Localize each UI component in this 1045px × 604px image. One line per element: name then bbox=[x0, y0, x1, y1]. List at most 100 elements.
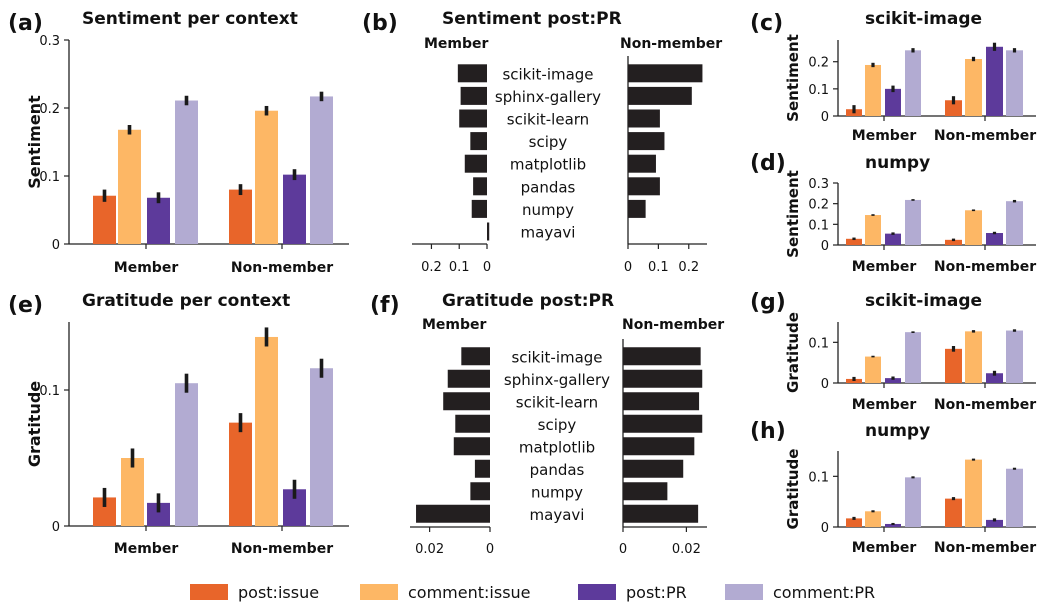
bar-member-f bbox=[470, 482, 490, 501]
category-label-b: sphinx-gallery bbox=[495, 88, 601, 106]
bar-member-b bbox=[459, 109, 487, 128]
x-tick-label-member-f: 0 bbox=[486, 542, 494, 557]
bar-c bbox=[986, 46, 1003, 116]
panel-title-g: scikit-image bbox=[865, 291, 982, 311]
bar-h bbox=[965, 459, 982, 527]
legend-item: post:PR bbox=[578, 580, 687, 604]
x-tick-label-nonmember-b: 0 bbox=[624, 260, 632, 275]
y-axis-label-a: Sentiment bbox=[25, 95, 44, 189]
bar-c bbox=[865, 64, 881, 116]
legend-swatch bbox=[190, 584, 228, 600]
bar-d bbox=[846, 238, 862, 245]
legend-label: post:PR bbox=[626, 582, 687, 602]
x-tick-label-member-b: 0.2 bbox=[421, 260, 442, 275]
y-tick-label-d: 0.2 bbox=[808, 198, 829, 213]
bar-nonmember-b bbox=[628, 177, 660, 196]
legend-item: comment:issue bbox=[360, 580, 531, 604]
legend-swatch bbox=[360, 584, 398, 600]
bar-d bbox=[965, 210, 982, 245]
bar-g bbox=[986, 373, 1003, 383]
bar-nonmember-b bbox=[628, 64, 703, 83]
bar-g bbox=[945, 348, 962, 383]
bar-member-f bbox=[461, 347, 490, 366]
bar-a bbox=[283, 174, 306, 244]
x-tick-label-nonmember-f: 0.02 bbox=[672, 542, 701, 557]
panel-label-a: (a) bbox=[8, 11, 43, 36]
bar-c bbox=[885, 88, 901, 116]
bar-h bbox=[846, 518, 862, 527]
bar-h bbox=[905, 477, 921, 527]
nonmember-label-f: Non-member bbox=[622, 317, 724, 333]
y-axis-label-g: Gratitude bbox=[784, 312, 802, 393]
x-tick-label-g: Member bbox=[852, 397, 917, 413]
x-tick-label-nonmember-f: 0 bbox=[619, 542, 627, 557]
category-label-b: mayavi bbox=[521, 224, 576, 242]
panel-title-f: Gratitude post:PR bbox=[442, 291, 614, 311]
bar-h bbox=[885, 523, 901, 527]
y-axis-label-e: Gratitude bbox=[25, 381, 44, 467]
x-tick-label-member-f: 0.02 bbox=[415, 542, 444, 557]
y-tick-label-c: 0 bbox=[821, 110, 829, 125]
panel-title-a: Sentiment per context bbox=[82, 9, 298, 29]
bar-a bbox=[310, 96, 333, 244]
panel-title-d: numpy bbox=[865, 153, 930, 173]
bar-member-b bbox=[471, 199, 487, 218]
y-tick-label-g: 0.1 bbox=[808, 336, 829, 351]
category-label-f: mayavi bbox=[530, 506, 585, 524]
bar-a bbox=[93, 195, 116, 244]
y-tick-label-a: 0.2 bbox=[39, 102, 60, 117]
legend-swatch bbox=[578, 584, 616, 600]
bar-g bbox=[905, 332, 921, 383]
panel-label-c: (c) bbox=[750, 11, 783, 36]
bar-e bbox=[175, 383, 198, 526]
bar-nonmember-f bbox=[623, 369, 703, 388]
x-tick-label-d: Non-member bbox=[934, 259, 1036, 275]
y-tick-label-g: 0 bbox=[821, 377, 829, 392]
bar-member-b bbox=[473, 177, 487, 196]
bar-nonmember-f bbox=[623, 504, 699, 523]
category-label-b: numpy bbox=[522, 201, 574, 219]
x-tick-label-h: Member bbox=[852, 540, 917, 556]
bar-nonmember-f bbox=[623, 392, 700, 411]
bar-nonmember-f bbox=[623, 482, 668, 501]
bar-d bbox=[945, 239, 962, 245]
y-tick-label-d: 0 bbox=[821, 239, 829, 254]
bar-d bbox=[1006, 201, 1023, 245]
bar-d bbox=[865, 215, 881, 245]
category-label-f: matplotlib bbox=[519, 438, 595, 456]
y-axis-label-h: Gratitude bbox=[784, 449, 802, 530]
y-tick-label-c: 0.2 bbox=[808, 56, 829, 71]
bar-g bbox=[1006, 330, 1023, 383]
y-tick-label-h: 0.1 bbox=[808, 470, 829, 485]
bar-nonmember-f bbox=[623, 459, 684, 478]
bar-e bbox=[310, 368, 333, 526]
bar-d bbox=[905, 199, 921, 245]
y-tick-label-e: 0 bbox=[52, 520, 60, 535]
legend-item: comment:PR bbox=[725, 580, 875, 604]
y-tick-label-d: 0.3 bbox=[808, 177, 829, 192]
y-tick-label-a: 0.3 bbox=[39, 34, 60, 49]
category-label-f: scikit-image bbox=[511, 348, 602, 366]
x-tick-label-nonmember-b: 0.2 bbox=[678, 260, 699, 275]
bar-nonmember-f bbox=[623, 347, 701, 366]
bar-g bbox=[865, 356, 881, 383]
bar-member-b bbox=[460, 86, 487, 105]
bar-e bbox=[93, 497, 116, 526]
category-label-f: sphinx-gallery bbox=[504, 371, 610, 389]
bar-member-f bbox=[455, 414, 490, 433]
bar-member-b bbox=[464, 154, 487, 173]
bar-a bbox=[229, 189, 252, 244]
y-tick-label-e: 0.1 bbox=[39, 384, 60, 399]
x-tick-label-c: Non-member bbox=[934, 128, 1036, 144]
legend-label: post:issue bbox=[238, 582, 320, 602]
bar-e bbox=[147, 502, 170, 526]
x-tick-label-a: Non-member bbox=[231, 260, 333, 276]
bar-h bbox=[986, 519, 1003, 527]
bar-c bbox=[945, 100, 962, 116]
member-label-b: Member bbox=[424, 36, 489, 52]
panel-title-b: Sentiment post:PR bbox=[442, 9, 622, 29]
bar-d bbox=[885, 233, 901, 245]
bar-a bbox=[147, 197, 170, 244]
bar-member-f bbox=[443, 392, 490, 411]
